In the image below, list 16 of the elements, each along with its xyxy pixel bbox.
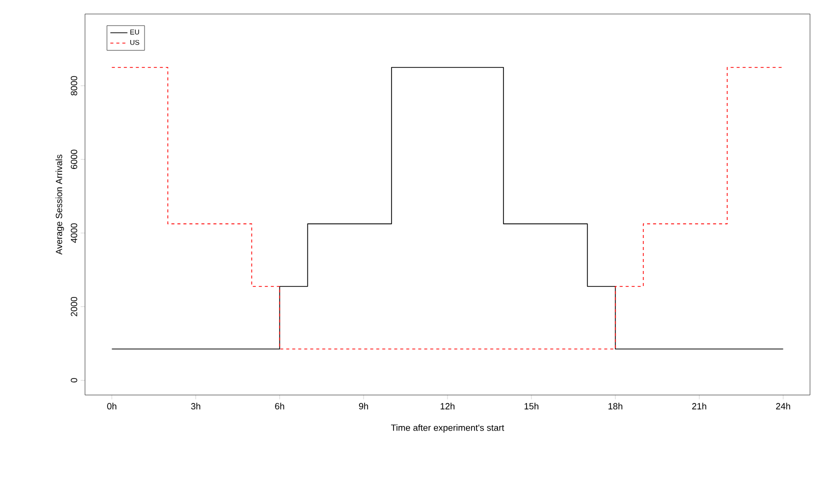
- x-tick-label: 15h: [524, 402, 538, 410]
- y-tick-label: 8000: [70, 76, 78, 96]
- y-tick-label: 2000: [70, 296, 78, 316]
- x-tick-label: 9h: [359, 402, 368, 410]
- x-axis-title: Time after experiment's start: [391, 424, 504, 433]
- x-tick-label: 12h: [440, 402, 454, 410]
- x-tick-label: 6h: [275, 402, 284, 410]
- x-tick-label: 18h: [608, 402, 622, 410]
- x-tick-label: 24h: [776, 402, 790, 410]
- y-axis-title: Average Session Arrivals: [56, 154, 64, 255]
- x-tick-label: 21h: [692, 402, 706, 410]
- y-tick-label: 0: [70, 378, 78, 382]
- y-tick-label: 4000: [70, 223, 78, 243]
- x-tick-label: 0h: [107, 402, 116, 410]
- y-tick-label: 6000: [70, 150, 78, 169]
- x-tick-label: 3h: [191, 402, 200, 410]
